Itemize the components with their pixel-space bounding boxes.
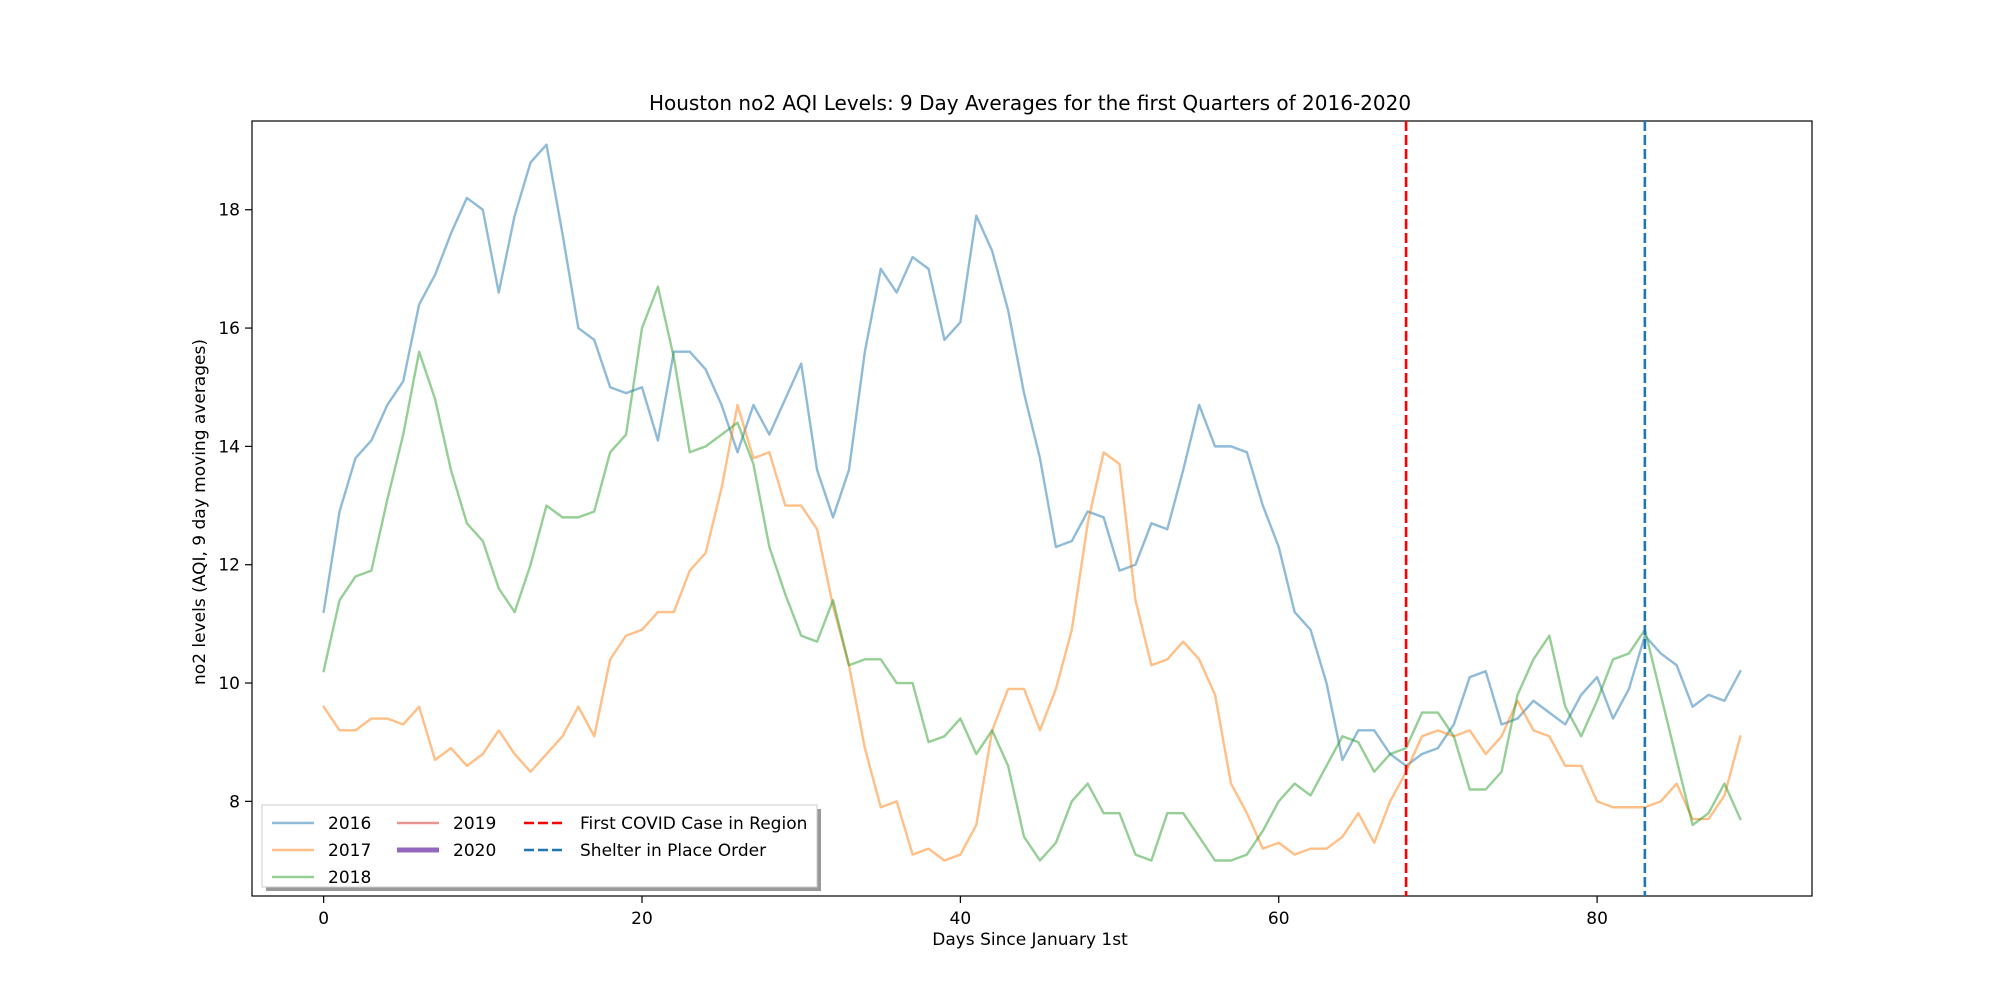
x-tick-label: 40	[950, 909, 972, 929]
x-tick-label: 60	[1268, 909, 1290, 929]
legend-item-2020-label: 2020	[453, 841, 496, 861]
plot-frame	[251, 120, 1813, 897]
legend-item-2018-label: 2018	[328, 868, 371, 888]
series-line-2018	[322, 285, 1742, 862]
legend-item-2016-label: 2016	[328, 814, 371, 834]
legend-box	[261, 804, 818, 888]
series-line-2016	[322, 143, 1742, 768]
legend-item-first-covid-label: First COVID Case in Region	[580, 814, 807, 834]
series-line-2017	[322, 403, 1742, 862]
legend: 2016 2017 2018 2019 2020 First COVID Case in …	[261, 804, 821, 891]
y-tick-label: 8	[229, 792, 240, 812]
x-tick-label: 20	[631, 909, 653, 929]
plot-area: 0 20 40 60 80 8 10 12 14 16 18	[218, 120, 1813, 929]
legend-item-2017-label: 2017	[328, 841, 371, 861]
legend-item-shelter-label: Shelter in Place Order	[580, 841, 766, 861]
x-tick-label: 80	[1586, 909, 1608, 929]
y-tick-label: 14	[218, 437, 240, 457]
y-tick-label: 18	[218, 201, 240, 221]
y-tick-label: 10	[218, 674, 240, 694]
y-tick-label: 16	[218, 319, 240, 339]
x-axis-label: Days Since January 1st	[932, 930, 1128, 950]
legend-item-2019-label: 2019	[453, 814, 496, 834]
x-tick-label: 0	[318, 909, 329, 929]
chart-title: Houston no2 AQI Levels: 9 Day Averages f…	[649, 91, 1411, 115]
y-axis-label: no2 levels (AQI, 9 day moving averages)	[190, 339, 210, 685]
y-tick-label: 12	[218, 556, 240, 576]
